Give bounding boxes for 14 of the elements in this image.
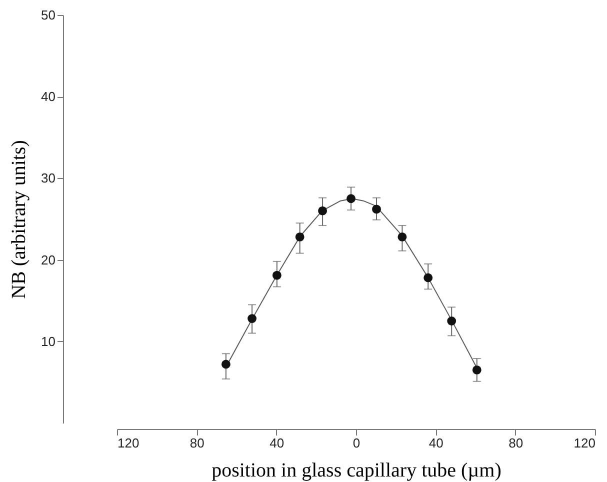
y-tick-label: 50 [41,8,56,22]
x-tick-label: 40 [270,436,284,450]
x-tick-label: 0 [352,436,360,450]
y-tick-label: 30 [41,170,56,186]
y-tick-label: 10 [41,334,56,349]
x-tick-label: 120 [118,436,140,450]
x-tick-label: 40 [428,436,444,450]
x-axis-title: position in glass capillary tube (µm) [212,460,502,482]
x-tick-label: 80 [508,436,524,450]
y-tick-label: 40 [41,89,56,104]
x-tick-label: 120 [574,436,596,450]
y-tick-label: 20 [41,252,56,268]
x-tick-label: 80 [190,436,204,450]
y-axis-title: NB (arbitrary units) [8,140,30,299]
